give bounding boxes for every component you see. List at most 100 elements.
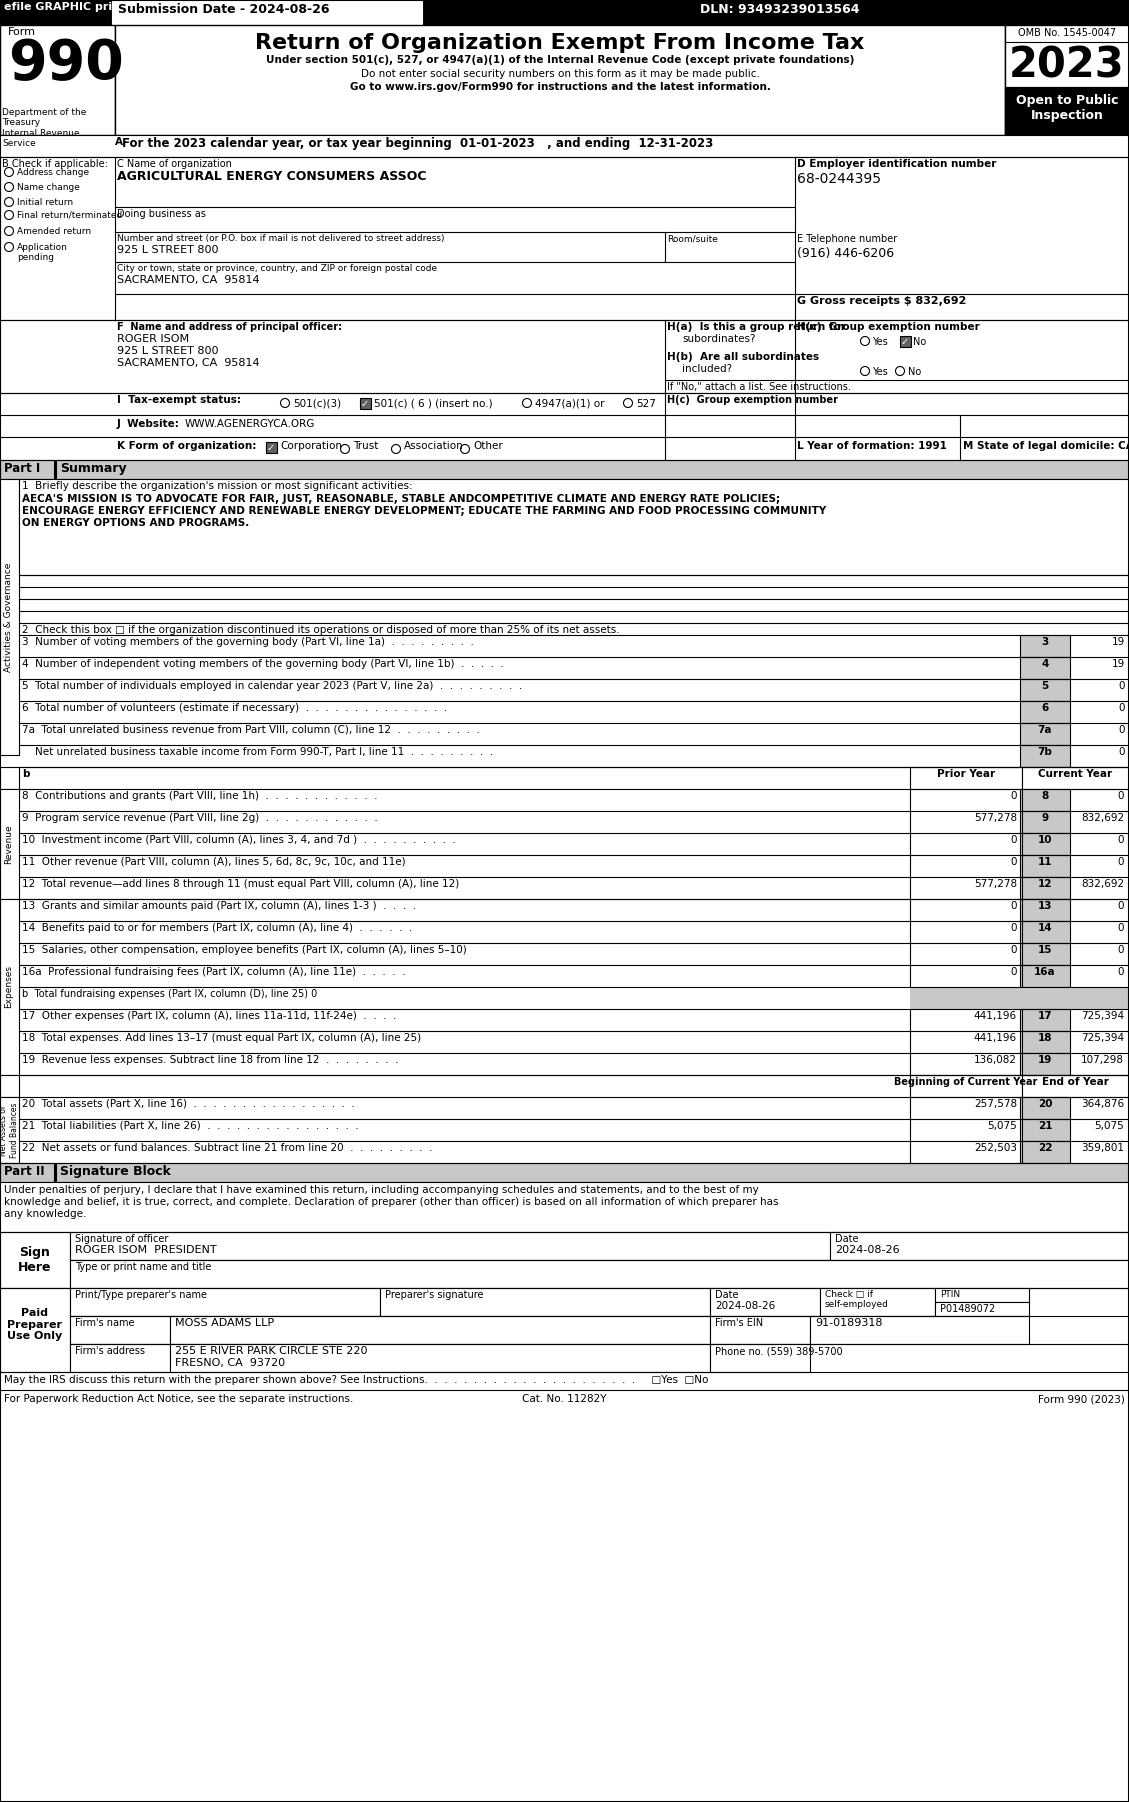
Text: 252,503: 252,503 xyxy=(974,1142,1017,1153)
Text: 9: 9 xyxy=(1041,813,1049,824)
Text: No: No xyxy=(908,368,921,377)
Text: 4: 4 xyxy=(1041,660,1049,669)
Text: FRESNO, CA  93720: FRESNO, CA 93720 xyxy=(175,1359,286,1368)
Bar xyxy=(1019,701,1070,723)
Text: 19: 19 xyxy=(1038,1054,1052,1065)
Text: MOSS ADAMS LLP: MOSS ADAMS LLP xyxy=(175,1317,274,1328)
Bar xyxy=(1022,768,1129,789)
Text: subordinates?: subordinates? xyxy=(682,333,755,344)
Text: 6  Total number of volunteers (estimate if necessary)  .  .  .  .  .  .  .  .  .: 6 Total number of volunteers (estimate i… xyxy=(21,703,447,714)
Text: 19  Revenue less expenses. Subtract line 18 from line 12  .  .  .  .  .  .  .  .: 19 Revenue less expenses. Subtract line … xyxy=(21,1054,399,1065)
Text: 2024-08-26: 2024-08-26 xyxy=(835,1245,900,1254)
Text: No: No xyxy=(913,337,926,348)
Text: 20: 20 xyxy=(1038,1099,1052,1108)
Text: 0: 0 xyxy=(1118,834,1124,845)
Text: ✓: ✓ xyxy=(266,443,275,452)
Text: 19: 19 xyxy=(1112,660,1124,669)
Text: 0: 0 xyxy=(1119,703,1124,714)
Text: 20  Total assets (Part X, line 16)  .  .  .  .  .  .  .  .  .  .  .  .  .  .  . : 20 Total assets (Part X, line 16) . . . … xyxy=(21,1099,355,1108)
Text: 18: 18 xyxy=(1038,1033,1052,1043)
Text: Prior Year: Prior Year xyxy=(937,769,995,778)
Bar xyxy=(1019,1031,1070,1052)
Text: Submission Date - 2024-08-26: Submission Date - 2024-08-26 xyxy=(119,4,330,16)
Bar xyxy=(1005,25,1129,135)
Text: Room/suite: Room/suite xyxy=(667,234,718,243)
Text: May the IRS discuss this return with the preparer shown above? See Instructions.: May the IRS discuss this return with the… xyxy=(5,1375,708,1386)
Text: Print/Type preparer's name: Print/Type preparer's name xyxy=(75,1290,207,1299)
Text: 0: 0 xyxy=(1010,923,1017,933)
Text: B Check if applicable:: B Check if applicable: xyxy=(2,159,108,169)
Bar xyxy=(54,461,56,478)
Bar xyxy=(1019,899,1070,921)
Bar xyxy=(0,460,1129,479)
Text: D Employer identification number: D Employer identification number xyxy=(797,159,997,169)
Text: 0: 0 xyxy=(1010,858,1017,867)
Text: A: A xyxy=(115,137,123,148)
Text: Application
pending: Application pending xyxy=(17,243,68,263)
Bar xyxy=(710,1344,809,1371)
Text: 21: 21 xyxy=(1038,1121,1052,1132)
Text: 14: 14 xyxy=(1038,923,1052,933)
Text: 11: 11 xyxy=(1038,858,1052,867)
Bar xyxy=(0,789,19,899)
Text: 0: 0 xyxy=(1118,944,1124,955)
Text: Date: Date xyxy=(715,1290,738,1299)
Text: SACRAMENTO, CA  95814: SACRAMENTO, CA 95814 xyxy=(117,276,260,285)
Text: ✓: ✓ xyxy=(361,398,369,409)
Text: 0: 0 xyxy=(1010,834,1017,845)
Text: Under section 501(c), 527, or 4947(a)(1) of the Internal Revenue Code (except pr: Under section 501(c), 527, or 4947(a)(1)… xyxy=(265,56,855,65)
Text: J  Website:: J Website: xyxy=(117,420,180,429)
Text: 15: 15 xyxy=(1038,944,1052,955)
Bar xyxy=(1019,942,1070,966)
Text: Current Year: Current Year xyxy=(1039,769,1112,778)
Bar xyxy=(380,1288,710,1315)
Text: 68-0244395: 68-0244395 xyxy=(797,171,881,186)
Text: 501(c)(3): 501(c)(3) xyxy=(294,398,341,409)
Bar xyxy=(820,1288,935,1315)
Bar xyxy=(1019,789,1070,811)
Text: 4947(a)(1) or: 4947(a)(1) or xyxy=(535,398,604,409)
Text: ENCOURAGE ENERGY EFFICIENCY AND RENEWABLE ENERGY DEVELOPMENT; EDUCATE THE FARMIN: ENCOURAGE ENERGY EFFICIENCY AND RENEWABL… xyxy=(21,506,826,515)
Text: L Year of formation: 1991: L Year of formation: 1991 xyxy=(797,441,947,450)
Text: 10: 10 xyxy=(1038,834,1052,845)
Bar xyxy=(830,1233,1129,1260)
Text: Check □ if
self-employed: Check □ if self-employed xyxy=(825,1290,889,1310)
Bar xyxy=(910,987,1129,1009)
Text: Net Assets or
Fund Balances: Net Assets or Fund Balances xyxy=(0,1103,19,1157)
Text: Under penalties of perjury, I declare that I have examined this return, includin: Under penalties of perjury, I declare th… xyxy=(5,1186,759,1195)
Text: Expenses: Expenses xyxy=(5,966,14,1009)
Bar xyxy=(1019,921,1070,942)
Bar xyxy=(1019,811,1070,833)
Text: ROGER ISOM  PRESIDENT: ROGER ISOM PRESIDENT xyxy=(75,1245,217,1254)
Text: End of Year: End of Year xyxy=(1042,1078,1109,1087)
Text: 441,196: 441,196 xyxy=(974,1011,1017,1022)
Text: 0: 0 xyxy=(1119,681,1124,690)
Text: 7b: 7b xyxy=(1038,748,1052,757)
Text: G Gross receipts $ 832,692: G Gross receipts $ 832,692 xyxy=(797,296,966,306)
Text: 7a: 7a xyxy=(1038,724,1052,735)
Text: Amended return: Amended return xyxy=(17,227,91,236)
Text: Other: Other xyxy=(473,441,502,450)
Text: 0: 0 xyxy=(1119,724,1124,735)
Bar xyxy=(112,2,422,23)
Bar xyxy=(809,1315,1029,1344)
Text: Corporation: Corporation xyxy=(280,441,342,450)
Text: 0: 0 xyxy=(1010,791,1017,802)
Bar xyxy=(1019,854,1070,878)
Bar xyxy=(0,0,1129,25)
Text: 16a  Professional fundraising fees (Part IX, column (A), line 11e)  .  .  .  .  : 16a Professional fundraising fees (Part … xyxy=(21,968,405,977)
Text: 5  Total number of individuals employed in calendar year 2023 (Part V, line 2a) : 5 Total number of individuals employed i… xyxy=(21,681,523,690)
Bar xyxy=(0,1076,19,1097)
Text: 13  Grants and similar amounts paid (Part IX, column (A), lines 1-3 )  .  .  .  : 13 Grants and similar amounts paid (Part… xyxy=(21,901,417,912)
Text: 0: 0 xyxy=(1010,901,1017,912)
Text: 9  Program service revenue (Part VIII, line 2g)  .  .  .  .  .  .  .  .  .  .  .: 9 Program service revenue (Part VIII, li… xyxy=(21,813,378,824)
Text: Open to Public
Inspection: Open to Public Inspection xyxy=(1016,94,1118,123)
Text: 91-0189318: 91-0189318 xyxy=(815,1317,883,1328)
Text: Return of Organization Exempt From Income Tax: Return of Organization Exempt From Incom… xyxy=(255,32,865,52)
Text: Doing business as: Doing business as xyxy=(117,209,205,220)
Text: Do not enter social security numbers on this form as it may be made public.: Do not enter social security numbers on … xyxy=(360,68,760,79)
Bar xyxy=(0,1182,1129,1233)
Text: 501(c) ( 6 ) (insert no.): 501(c) ( 6 ) (insert no.) xyxy=(374,398,492,409)
Text: OMB No. 1545-0047: OMB No. 1545-0047 xyxy=(1018,29,1117,38)
Text: PTIN: PTIN xyxy=(940,1290,960,1299)
